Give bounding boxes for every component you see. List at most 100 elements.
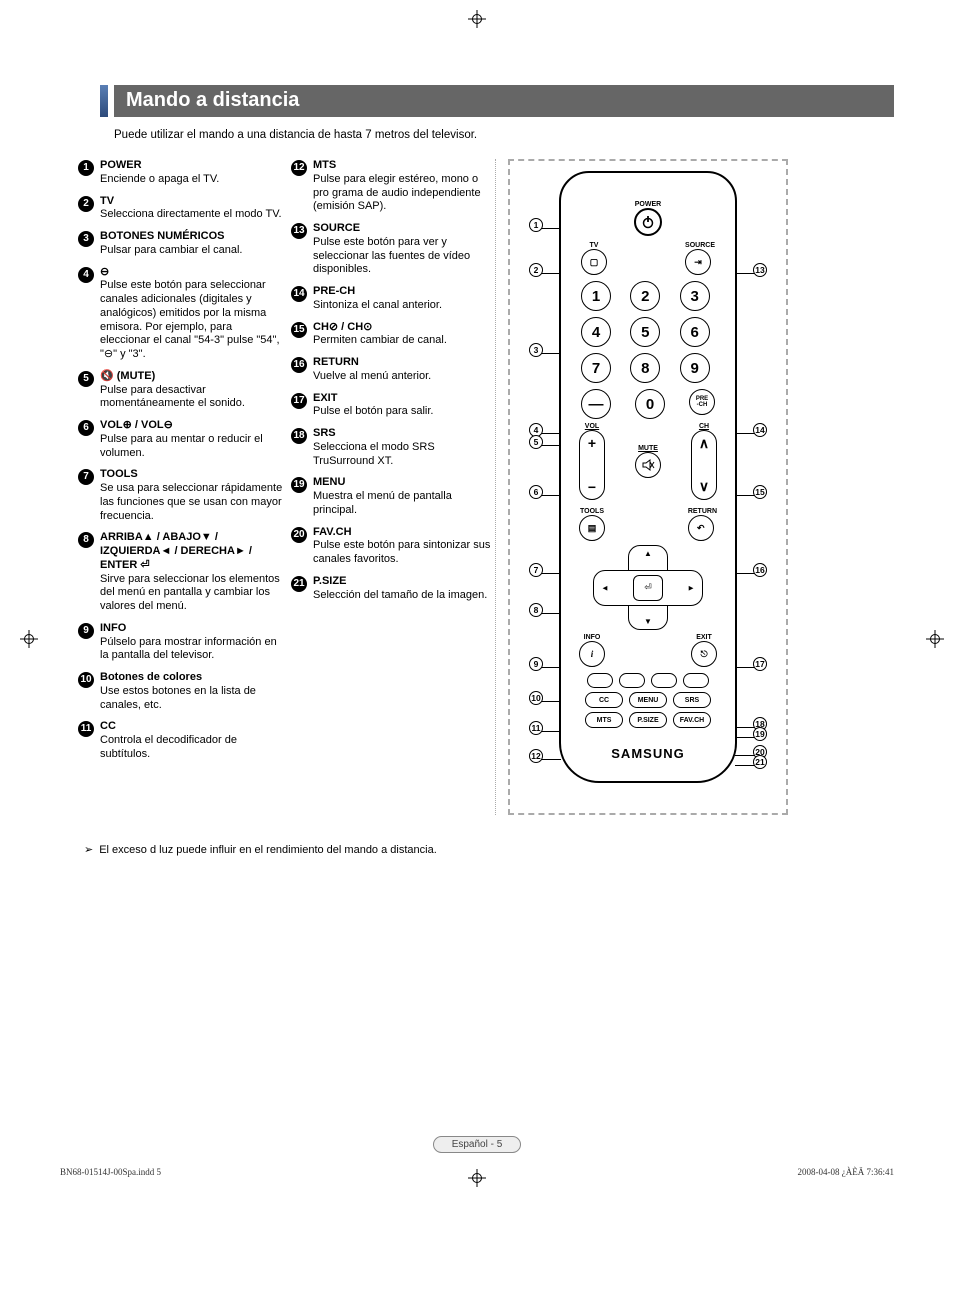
- entry-number: 7: [78, 469, 94, 485]
- callout-right: 13: [735, 263, 767, 277]
- pill-button: FAV.CH: [673, 712, 711, 728]
- description-entry: 9 INFOPúlselo para mostrar información en…: [78, 622, 283, 663]
- description-entry: 8ARRIBA▲ / ABAJO▼ / IZQUIERDA◄ / DERECHA…: [78, 531, 283, 614]
- registration-mark-right: [926, 630, 944, 648]
- entry-number: 19: [291, 477, 307, 493]
- pill-row-1: CCMENUSRS: [573, 692, 723, 708]
- mute-icon: [641, 458, 655, 472]
- entry-title: Botones de colores: [100, 671, 283, 685]
- description-entry: 5🔇 (MUTE)Pulse para desactivar momentáne…: [78, 370, 283, 411]
- pill-button: MTS: [585, 712, 623, 728]
- entry-title: FAV.CH: [313, 526, 491, 540]
- entry-title: ⊖: [100, 266, 283, 280]
- entry-number: 16: [291, 357, 307, 373]
- entry-desc: Pulse este botón para sintonizar sus can…: [313, 539, 490, 565]
- callout-right: 16: [735, 563, 767, 577]
- entry-number: 15: [291, 322, 307, 338]
- entry-number: 18: [291, 428, 307, 444]
- info-button: i: [579, 641, 605, 667]
- power-icon: [641, 215, 655, 229]
- entry-number: 8: [78, 532, 94, 548]
- power-button: [634, 208, 662, 236]
- entry-title: TV: [100, 195, 283, 209]
- callout-number: 14: [753, 423, 767, 437]
- entry-title: P.SIZE: [313, 575, 491, 589]
- power-label: POWER: [573, 201, 723, 208]
- dpad-right-arrow: ►: [687, 583, 695, 592]
- callout-number: 17: [753, 657, 767, 671]
- num-button-5: 5: [630, 317, 660, 347]
- entry-body: MTSPulse para elegir estéreo, mono o pro…: [313, 159, 491, 214]
- callout-left: 5: [529, 435, 561, 449]
- description-entry: 18SRSSelecciona el modo SRS TruSurround …: [291, 427, 491, 468]
- color-button-yellow: [651, 673, 677, 688]
- callout-right: 14: [735, 423, 767, 437]
- entry-title: EXIT: [313, 392, 491, 406]
- channel-rocker: ∧∨: [691, 430, 717, 500]
- description-entry: 2TVSelecciona directamente el modo TV.: [78, 195, 283, 223]
- description-entry: 17 EXITPulse el botón para salir.: [291, 392, 491, 420]
- entry-body: INFOPúlselo para mostrar información en …: [100, 622, 283, 663]
- entry-body: CH⊘ / CH⊙Permiten cambiar de canal.: [313, 321, 491, 349]
- description-column-right: 12MTSPulse para elegir estéreo, mono o p…: [291, 159, 496, 815]
- tools-label: TOOLS: [579, 508, 605, 515]
- entry-number: 10: [78, 672, 94, 688]
- entry-body: BOTONES NUMÉRICOSPulsar para cambiar el …: [100, 230, 283, 258]
- entry-desc: Se usa para seleccionar rápidamente las …: [100, 482, 282, 522]
- callout-number: 16: [753, 563, 767, 577]
- entry-body: VOL⊕ / VOL⊖Pulse para au mentar o reduci…: [100, 419, 283, 460]
- title-accent: [100, 85, 108, 117]
- entry-desc: Selecciona el modo SRS TruSurround XT.: [313, 441, 435, 467]
- entry-title: PRE-CH: [313, 285, 491, 299]
- dpad-enter: ⏎: [633, 575, 663, 601]
- source-button: ⇥: [685, 249, 711, 275]
- num-button-3: 3: [680, 281, 710, 311]
- pill-button: CC: [585, 692, 623, 708]
- dpad-down-arrow: ▼: [644, 617, 652, 626]
- number-pad: 123456789: [581, 281, 715, 383]
- entry-desc: Pulsar para cambiar el canal.: [100, 244, 242, 256]
- entry-body: Botones de coloresUse estos botones en l…: [100, 671, 283, 712]
- pill-row-2: MTSP.SIZEFAV.CH: [573, 712, 723, 728]
- callout-number: 11: [529, 721, 543, 735]
- callout-number: 10: [529, 691, 543, 705]
- content-columns: 1POWEREnciende o apaga el TV.2TVSeleccio…: [78, 159, 894, 815]
- entry-desc: Sintoniza el canal anterior.: [313, 299, 442, 311]
- pill-button: MENU: [629, 692, 667, 708]
- info-label: INFO: [579, 634, 605, 641]
- entry-desc: Pulse para elegir estéreo, mono o pro gr…: [313, 173, 481, 213]
- entry-body: RETURNVuelve al menú anterior.: [313, 356, 491, 384]
- registration-mark-top: [468, 10, 486, 28]
- callout-number: 9: [529, 657, 543, 671]
- entry-number: 4: [78, 267, 94, 283]
- return-button: ↶: [688, 515, 714, 541]
- mute-label: MUTE: [635, 445, 661, 452]
- entry-title: MTS: [313, 159, 491, 173]
- entry-title: MENU: [313, 476, 491, 490]
- entry-number: 11: [78, 721, 94, 737]
- description-entry: 20FAV.CHPulse este botón para sintonizar…: [291, 526, 491, 567]
- entry-number: 17: [291, 393, 307, 409]
- entry-number: 6: [78, 420, 94, 436]
- remote-diagram-frame: POWER TV ▢ SOURCE ⇥ 123456789 — 0 PRE-CH: [508, 159, 788, 815]
- entry-desc: Vuelve al menú anterior.: [313, 370, 431, 382]
- description-entry: 19 MENUMuestra el menú de pantalla princi…: [291, 476, 491, 517]
- callout-number: 21: [753, 755, 767, 769]
- doc-footer-right: 2008-04-08 ¿ÀÈÄ 7:36:41: [798, 1167, 895, 1177]
- color-button-red: [587, 673, 613, 688]
- entry-body: CCControla el decodificador de subtítulo…: [100, 720, 283, 761]
- callout-number: 8: [529, 603, 543, 617]
- entry-desc: Pulse el botón para salir.: [313, 405, 433, 417]
- entry-body: P.SIZESelección del tamaño de la imagen.: [313, 575, 491, 603]
- tools-button: ▤: [579, 515, 605, 541]
- num-button-4: 4: [581, 317, 611, 347]
- entry-title: CC: [100, 720, 283, 734]
- mute-button: [635, 452, 661, 478]
- doc-footer-left: BN68-01514J-00Spa.indd 5: [60, 1167, 161, 1177]
- page-footer: Español - 5: [60, 1136, 894, 1153]
- num-button-8: 8: [630, 353, 660, 383]
- entry-number: 9: [78, 623, 94, 639]
- entry-body: EXITPulse el botón para salir.: [313, 392, 491, 420]
- num-button-9: 9: [680, 353, 710, 383]
- entry-desc: Muestra el menú de pantalla principal.: [313, 490, 452, 516]
